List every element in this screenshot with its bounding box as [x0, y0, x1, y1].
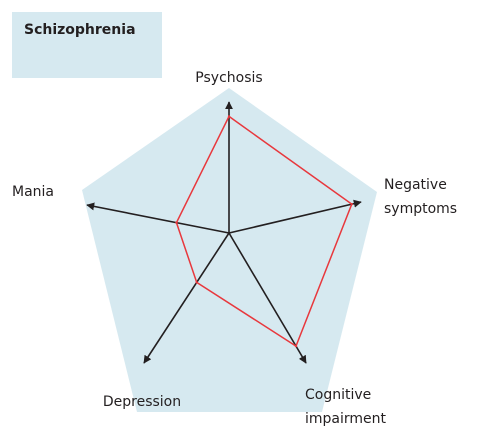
data-point	[175, 221, 178, 224]
data-point	[227, 115, 231, 118]
data-point	[195, 281, 198, 284]
axis-arrow	[228, 199, 362, 234]
title-box	[12, 12, 162, 78]
data-polygon	[175, 115, 353, 348]
axis-label: Depression	[103, 394, 181, 410]
chart-title: Schizophrenia	[24, 22, 136, 38]
axis-arrow	[86, 202, 230, 234]
axis-label: Negative symptoms	[384, 177, 457, 217]
axis-arrow	[228, 232, 307, 364]
data-point	[350, 202, 353, 206]
plot: Psychosis Negative symptoms Cognitive impair…	[12, 70, 457, 427]
axis-arrow	[143, 232, 230, 364]
axis-label: Mania	[12, 184, 54, 200]
axis-label: Psychosis	[195, 70, 262, 86]
data-point	[294, 344, 298, 348]
axis-label: Cognitive impairment	[305, 387, 387, 427]
